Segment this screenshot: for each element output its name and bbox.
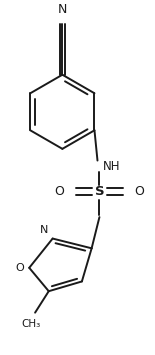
Text: N: N xyxy=(39,225,48,235)
Text: CH₃: CH₃ xyxy=(22,318,41,328)
Text: NH: NH xyxy=(103,160,121,173)
Text: N: N xyxy=(58,3,67,16)
Text: S: S xyxy=(95,185,104,198)
Text: O: O xyxy=(16,263,24,273)
Text: O: O xyxy=(54,185,64,198)
Text: O: O xyxy=(135,185,144,198)
